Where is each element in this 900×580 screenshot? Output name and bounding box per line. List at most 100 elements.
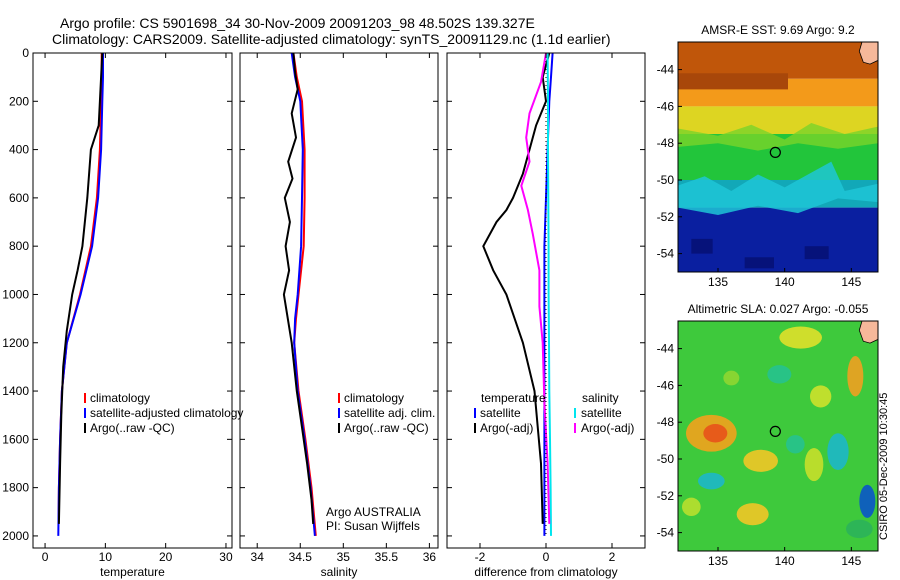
latitude-tick-label: -52: [657, 489, 675, 503]
difference-series-2: [546, 53, 552, 536]
legend-entry: Argo(-adj): [581, 421, 634, 435]
depth-tick-label: 2000: [2, 529, 29, 543]
argo-attribution-text: Argo AUSTRALIA: [326, 505, 421, 519]
sst-color-band: [678, 106, 878, 134]
salinity-frame: [239, 52, 439, 549]
figure-title-line1: Argo profile: CS 5901698_34 30-Nov-2009 …: [60, 15, 535, 31]
legend-entry: satellite: [480, 406, 521, 420]
legend-entry: Argo(-adj): [480, 421, 533, 435]
longitude-tick-label: 135: [708, 275, 728, 289]
salinity-xtick-label: 35.5: [375, 550, 399, 564]
argo-location-marker: [769, 425, 781, 437]
salinity-xtick-label: 34: [251, 550, 265, 564]
land-patch: [858, 42, 878, 65]
legend-entry: satellite-adjusted climatology: [90, 406, 243, 420]
sst-front-band: [678, 161, 878, 215]
sst-transition-band: [678, 123, 878, 151]
sst-map-title: AMSR-E SST: 9.69 Argo: 9.2: [701, 23, 855, 37]
sst-cold-patch: [744, 257, 774, 269]
salinity-xlabel: salinity: [321, 565, 358, 579]
depth-tick-label: 1200: [2, 336, 29, 350]
sla-map-frame: [677, 320, 879, 552]
sla-anomaly-blob: [703, 424, 728, 443]
figure-title-line2: Climatology: CARS2009. Satellite-adjuste…: [52, 31, 611, 47]
latitude-tick-label: -50: [657, 173, 675, 187]
depth-tick-label: 600: [9, 191, 29, 205]
difference-xlabel: difference from climatology: [474, 565, 617, 579]
sla-map-title: Altimetric SLA: 0.027 Argo: -0.055: [688, 302, 869, 316]
timestamp-stamp: CSIRO 05-Dec-2009 10:30:45: [878, 392, 890, 540]
sst-warm-patch: [678, 73, 788, 90]
longitude-tick-label: 145: [841, 275, 861, 289]
temperature-xtick-label: 30: [219, 550, 233, 564]
sla-anomaly-blob: [847, 355, 864, 397]
legend-entry: satellite adj. clim.: [344, 406, 435, 420]
salinity-series-2: [282, 53, 315, 524]
latitude-tick-label: -46: [657, 378, 675, 392]
sla-anomaly-blob: [804, 447, 824, 482]
sla-anomaly-blob: [859, 484, 876, 518]
sla-anomaly-blob: [723, 370, 740, 386]
depth-tick-label: 1800: [2, 481, 29, 495]
salinity-xtick-label: 35: [337, 550, 351, 564]
sla-anomaly-blob: [682, 497, 701, 517]
difference-xtick-label: 2: [609, 550, 616, 564]
sla-anomaly-blob: [846, 519, 873, 539]
difference-xtick-label: -2: [475, 550, 486, 564]
salinity-xtick-label: 34.5: [289, 550, 313, 564]
latitude-tick-label: -44: [657, 63, 675, 77]
legend-entry: climatology: [90, 391, 150, 405]
sst-cold-patch: [691, 238, 713, 254]
difference-series-1: [482, 53, 551, 524]
temperature-xtick-label: 0: [42, 550, 49, 564]
argo-location-marker: [769, 146, 781, 158]
sla-anomaly-blob: [743, 449, 779, 472]
temperature-frame: [32, 52, 233, 549]
sla-anomaly-blob: [779, 326, 823, 349]
salinity-panel: 34 34.5 35 35.5 36 salinity: [239, 52, 439, 579]
sla-anomaly-blob: [736, 503, 769, 526]
legend-entry: Argo(..raw -QC): [344, 421, 429, 435]
temperature-xtick-label: 20: [159, 550, 173, 564]
depth-tick-label: 1000: [2, 287, 29, 301]
temperature-series-1: [57, 53, 104, 536]
latitude-tick-label: -44: [657, 342, 675, 356]
longitude-tick-label: 145: [841, 554, 861, 568]
sst-map-frame: [677, 41, 879, 273]
temperature-xtick-label: 10: [99, 550, 113, 564]
longitude-tick-label: 135: [708, 554, 728, 568]
temperature-panel: 0 10 20 30 temperature 0 200 400 600 800 1000 1200 1…: [2, 46, 233, 579]
argo-attribution-text: PI: Susan Wijffels: [326, 519, 420, 533]
salinity-xtick-label: 36: [423, 550, 437, 564]
legend-entry: Argo(..raw -QC): [90, 421, 175, 435]
latitude-tick-label: -48: [657, 136, 675, 150]
sst-cold-patch: [804, 246, 829, 260]
legend-heading: temperature: [481, 391, 546, 405]
depth-tick-label: 1600: [2, 432, 29, 446]
latitude-tick-label: -46: [657, 99, 675, 113]
sla-anomaly-blob: [786, 435, 805, 454]
latitude-tick-label: -48: [657, 415, 675, 429]
legend-heading: salinity: [582, 391, 619, 405]
land-patch: [858, 321, 878, 344]
latitude-tick-label: -50: [657, 452, 675, 466]
latitude-tick-label: -52: [657, 210, 675, 224]
depth-tick-label: 800: [9, 239, 29, 253]
depth-tick-label: 400: [9, 143, 29, 157]
legend-entry: satellite: [581, 406, 622, 420]
longitude-tick-label: 140: [775, 275, 795, 289]
longitude-tick-label: 140: [775, 554, 795, 568]
sla-map-panel: 135 140 145 -44 -46 -48 -50 -52 -54 Altimetric SL…: [657, 302, 879, 568]
depth-tick-label: 200: [9, 94, 29, 108]
sla-anomaly-blob: [767, 365, 792, 384]
temperature-series-2: [57, 53, 104, 524]
depth-tick-label: 1400: [2, 384, 29, 398]
depth-tick-label: 0: [22, 46, 29, 60]
difference-xtick-label: 0: [543, 550, 550, 564]
latitude-tick-label: -54: [657, 526, 675, 540]
temperature-xlabel: temperature: [100, 565, 165, 579]
